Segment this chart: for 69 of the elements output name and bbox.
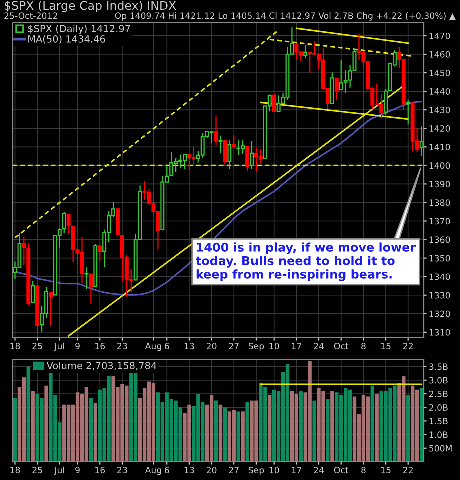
x-tick-label: Aug <box>145 343 162 352</box>
x-tick-label: 22 <box>404 343 413 350</box>
x-tick-label: 10 <box>270 343 280 350</box>
x-tick-label: 23 <box>118 343 128 350</box>
y-tick-label: 1.0B <box>430 432 448 438</box>
x-tick-label: 24 <box>314 343 324 350</box>
legend-label: Volume 2,703,158,784 <box>46 362 157 370</box>
x-tick-label: 20 <box>206 343 217 350</box>
x-tick-label: 23 <box>118 467 128 474</box>
y-tick-label: 1310 <box>430 329 450 336</box>
legend-label: MA(50) 1434.46 <box>28 35 106 44</box>
x-tick-label: Sep <box>248 343 264 352</box>
x-tick-label: 15 <box>381 467 391 474</box>
x-tick-label: Aug <box>145 467 162 476</box>
x-tick-label: 16 <box>96 343 106 350</box>
y-tick-label: 1390 <box>430 181 450 188</box>
x-tick-label: 9 <box>76 343 80 350</box>
chart-title: $SPX (Large Cap Index) INDX <box>4 1 176 12</box>
legend-label: $SPX (Daily) 1412.97 <box>28 24 130 34</box>
x-tick-label: 9 <box>76 467 80 474</box>
x-tick-label: 6 <box>164 467 170 474</box>
y-tick-label: 1400 <box>430 162 450 170</box>
y-tick-label: 1320 <box>430 310 450 318</box>
x-tick-label: Oct <box>334 467 349 474</box>
y-tick-label: 3.0B <box>430 377 448 384</box>
annotation: 1400 is in play, if we move lower today. Bulls need to hold it to keep from re-inspiring bears. <box>196 242 416 282</box>
y-tick-label: 1380 <box>430 200 450 206</box>
x-tick-label: 27 <box>229 343 239 350</box>
x-tick-label: 15 <box>381 343 391 350</box>
y-tick-label: 1410 <box>430 144 450 151</box>
x-tick-label: 27 <box>229 467 239 474</box>
x-tick-label: 17 <box>292 343 302 350</box>
x-tick-label: 16 <box>96 467 106 474</box>
y-tick-label: 500M <box>430 445 452 452</box>
x-tick-label: 8 <box>362 343 366 350</box>
x-tick-label: 17 <box>292 467 302 474</box>
y-tick-label: 1370 <box>430 218 450 225</box>
x-tick-label: 8 <box>362 467 366 474</box>
y-tick-label: 1.5B <box>430 418 448 425</box>
y-tick-label: 1330 <box>430 292 450 299</box>
x-tick-label: 22 <box>404 467 413 474</box>
x-tick-label: 25 <box>32 467 42 474</box>
x-tick-label: Sep <box>248 467 264 476</box>
y-tick-label: 1450 <box>430 70 450 76</box>
y-tick-label: 1440 <box>430 88 450 95</box>
y-tick-label: 2.0B <box>429 404 448 411</box>
y-tick-label: 1470 <box>430 32 450 40</box>
y-tick-label: 1350 <box>430 255 450 262</box>
y-tick-label: 1460 <box>430 51 450 58</box>
y-tick-label: 1420 <box>430 126 450 132</box>
y-tick-label: 3.5B <box>430 364 448 370</box>
y-tick-label: 2.5B <box>429 390 448 398</box>
x-tick-label: 6 <box>164 343 170 350</box>
x-tick-label: Jul <box>54 342 64 352</box>
x-tick-label: 13 <box>184 343 194 350</box>
x-tick-label: Jul <box>54 466 64 476</box>
x-tick-label: Oct <box>334 343 349 350</box>
x-tick-label: 18 <box>10 467 20 474</box>
x-tick-label: 13 <box>184 467 194 474</box>
text: Op 1409.74 Hi 1421.12 Lo 1405.14 Cl 1412.97 Vol 2.7B Chg +4.22 (+0.30%) ▲ <box>115 12 456 21</box>
x-tick-label: 25 <box>32 343 42 350</box>
x-tick-label: 20 <box>206 467 217 474</box>
x-tick-label: 24 <box>314 467 324 474</box>
text: 25-Oct-2012 <box>4 12 58 20</box>
x-tick-label: 18 <box>10 343 20 350</box>
y-tick-label: 1360 <box>430 236 450 244</box>
y-tick-label: 1340 <box>430 274 450 280</box>
x-tick-label: 10 <box>270 467 280 474</box>
y-tick-label: 1430 <box>430 106 450 114</box>
